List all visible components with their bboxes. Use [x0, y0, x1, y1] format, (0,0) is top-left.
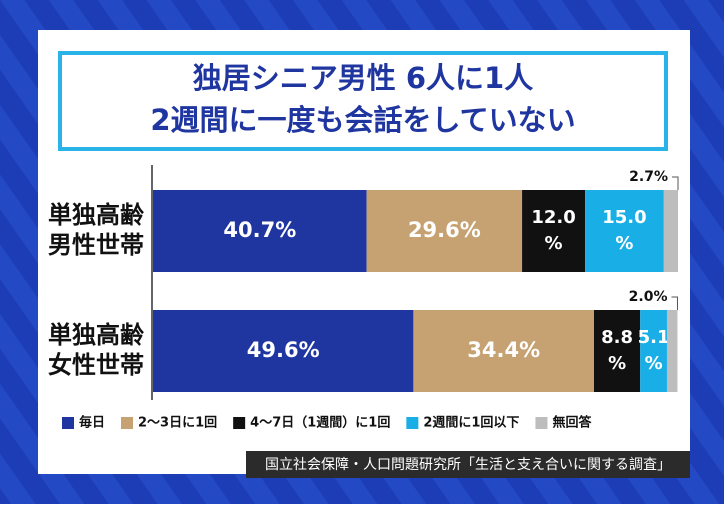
- bar-segment: [413, 310, 594, 392]
- bar-segment: [640, 310, 667, 392]
- category-label: 単独高齢女性世帯: [48, 321, 145, 379]
- bar-segment: [594, 310, 641, 392]
- value-label: 8.8%: [601, 327, 633, 374]
- leader-line: [672, 176, 679, 190]
- category-label: 単独高齢男性世帯: [48, 201, 145, 259]
- value-label: 5.1%: [638, 327, 670, 374]
- source: 国立社会保障・人口問題研究所「生活と支え合いに関する調査」: [265, 457, 671, 473]
- title-box: [58, 51, 668, 151]
- value-label: 29.6%: [408, 218, 481, 242]
- bar-segment: [663, 190, 678, 272]
- value-label: 34.4%: [467, 338, 540, 362]
- bar-segment: [585, 190, 664, 272]
- legend-swatch: [233, 417, 246, 429]
- bar-segment: [522, 190, 586, 272]
- value-label: 49.6%: [247, 338, 320, 362]
- value-label: 2.0%: [629, 289, 668, 305]
- legend-label: 毎日: [79, 415, 105, 431]
- bar-segment: [666, 310, 678, 392]
- value-label: 12.0%: [531, 207, 575, 254]
- chart-title: 独居シニア男性 6人に1人: [193, 61, 533, 95]
- legend-swatch: [62, 417, 74, 429]
- bar-segment: [153, 310, 414, 392]
- legend-label: 2週間に1回以下: [423, 416, 519, 431]
- value-label: 15.0%: [602, 207, 646, 254]
- chart-title: 2週間に一度も会話をしていない: [150, 103, 575, 137]
- legend-label: 4〜7日（1週間）に1回: [250, 415, 390, 431]
- source-box: [246, 451, 690, 478]
- legend-swatch: [406, 417, 419, 429]
- legend-label: 無回答: [552, 415, 592, 431]
- bar-segment: [153, 190, 367, 272]
- leader-line: [671, 296, 678, 310]
- bar-segment: [366, 190, 523, 272]
- legend-swatch: [121, 417, 134, 429]
- legend-swatch: [535, 417, 548, 429]
- value-label: 2.7%: [629, 169, 668, 185]
- legend-label: 2〜3日に1回: [138, 416, 217, 431]
- value-label: 40.7%: [223, 218, 296, 242]
